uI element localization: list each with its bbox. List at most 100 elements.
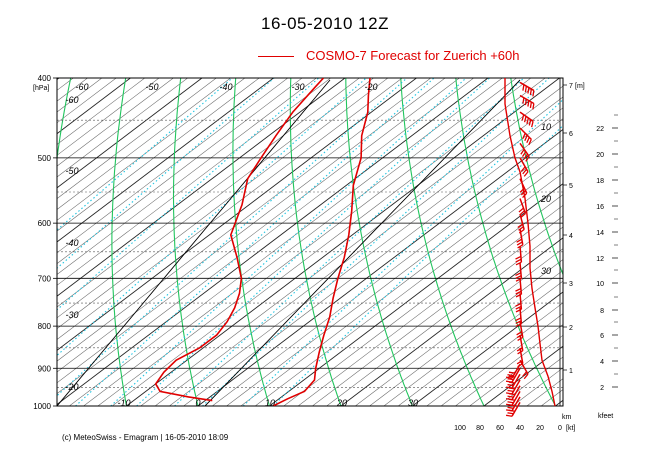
isotherm-line <box>398 280 563 406</box>
wind-barb-feather <box>518 226 524 231</box>
wind-barb-feather <box>507 383 514 387</box>
wind-barb <box>518 198 527 218</box>
temperature-profile <box>272 78 371 406</box>
isotherm-line <box>226 150 563 406</box>
wind-barb <box>519 81 535 97</box>
pressure-tick-label: 800 <box>38 322 52 331</box>
isotherm-line <box>0 78 30 406</box>
isotherm-line <box>0 78 16 406</box>
isotherm-line <box>57 78 103 113</box>
wind-barb-feather <box>507 395 514 398</box>
isotherm-line <box>57 78 403 340</box>
wind-barb <box>519 178 528 198</box>
wind-barb-feather <box>517 223 524 229</box>
isotherm-line <box>512 367 563 406</box>
wind-barb-feather <box>515 277 522 282</box>
wind-barb <box>515 262 523 282</box>
isotherm-line <box>57 78 246 221</box>
wind-barb-feather <box>515 290 522 295</box>
wind-barb-feather <box>516 347 523 352</box>
wind-barb-feather <box>522 84 525 91</box>
wind-barb-feather <box>529 88 533 96</box>
isotherm-line <box>57 78 174 167</box>
dry-adiabat-line <box>455 78 556 406</box>
wind-barb-feather <box>516 360 523 365</box>
wind-barb-feather <box>505 403 513 406</box>
height-m-label: 4 <box>569 233 573 240</box>
wind-barb-feather <box>515 305 522 310</box>
wind-barb-feather <box>524 99 528 106</box>
isotherm-line <box>369 259 563 406</box>
wind-barb <box>519 111 534 128</box>
mixing-ratio-line <box>75 78 435 406</box>
wind-speed-profile <box>504 78 556 407</box>
wind-barb-feather <box>523 373 529 380</box>
isotherm-line <box>355 248 563 406</box>
wind-barb-feather <box>517 350 524 355</box>
dry-adiabat-line <box>619 69 650 406</box>
isotherm-line <box>412 291 563 406</box>
isotherm-line <box>0 78 45 406</box>
wind-barb-feather <box>522 371 528 377</box>
wind-barb-feather <box>507 406 514 409</box>
isotherm-line <box>469 334 563 406</box>
isotherm-line <box>183 118 563 406</box>
wind-barb-feather <box>528 119 532 126</box>
wind-barb-feather <box>515 261 522 266</box>
dry-adiabat-line <box>172 78 199 406</box>
kfeet-label: 6 <box>600 333 604 340</box>
mixing-ratio-line <box>110 78 467 406</box>
wind-barb-feather <box>505 376 513 379</box>
wind-barb <box>519 142 530 162</box>
wind-barb-feather <box>526 137 530 144</box>
wind-axis-label: 100 <box>454 425 466 432</box>
height-m-label: 7 <box>569 83 573 90</box>
isotherm-label: -60 <box>75 82 88 92</box>
wind-barb-feather <box>507 401 514 404</box>
isotherm-line <box>426 302 563 406</box>
isotherm-line <box>297 204 563 406</box>
adiabat-label: -40 <box>65 238 78 248</box>
sounding-profiles <box>154 78 371 406</box>
wind-barb-feather <box>515 287 522 292</box>
isotherm-line <box>57 78 188 178</box>
wind-barb-feather <box>519 187 525 193</box>
wind-barb <box>515 246 523 266</box>
kfeet-label: 12 <box>596 256 604 263</box>
isotherm-line <box>154 96 563 406</box>
isotherm-label: 20 <box>336 398 347 408</box>
wind-barb <box>519 127 532 146</box>
wind-barb-feather <box>517 336 524 342</box>
wind-barb-feather <box>515 323 522 327</box>
reference-lines <box>57 79 521 406</box>
isotherm-label: -30 <box>291 82 304 92</box>
isotherm-line <box>269 183 563 406</box>
wind-profile <box>504 78 556 417</box>
isotherm-line <box>283 194 563 406</box>
isotherm-line <box>57 78 231 210</box>
wind-barb-feather <box>528 139 532 146</box>
isotherm-line <box>57 78 460 384</box>
wind-barb-feather <box>515 293 522 298</box>
kfeet-label: 18 <box>596 178 604 185</box>
kfeet-label: 4 <box>600 359 604 366</box>
reference-diagonal <box>57 79 331 406</box>
isotherm-line <box>57 78 288 254</box>
wind-barb-feather <box>516 241 523 246</box>
isotherm-line <box>197 128 563 406</box>
adiabat-label: -30 <box>65 310 78 320</box>
isotherm-line <box>57 78 131 135</box>
wind-barb-feather <box>522 168 528 175</box>
wind-axis-unit: [kt] <box>566 425 575 432</box>
adiabat-label: -60 <box>65 95 78 105</box>
isotherm-line <box>57 78 60 81</box>
isotherm-line <box>57 78 374 319</box>
wind-barb-feather <box>523 153 529 160</box>
isotherm-line <box>57 78 217 199</box>
wind-axis-label: 0 <box>558 425 562 432</box>
wind-barb-feather <box>507 374 514 377</box>
isotherm-line <box>57 78 417 351</box>
wind-barb-feather <box>522 192 528 198</box>
km-label: km <box>562 414 572 421</box>
adiabat-label: -50 <box>65 166 78 176</box>
